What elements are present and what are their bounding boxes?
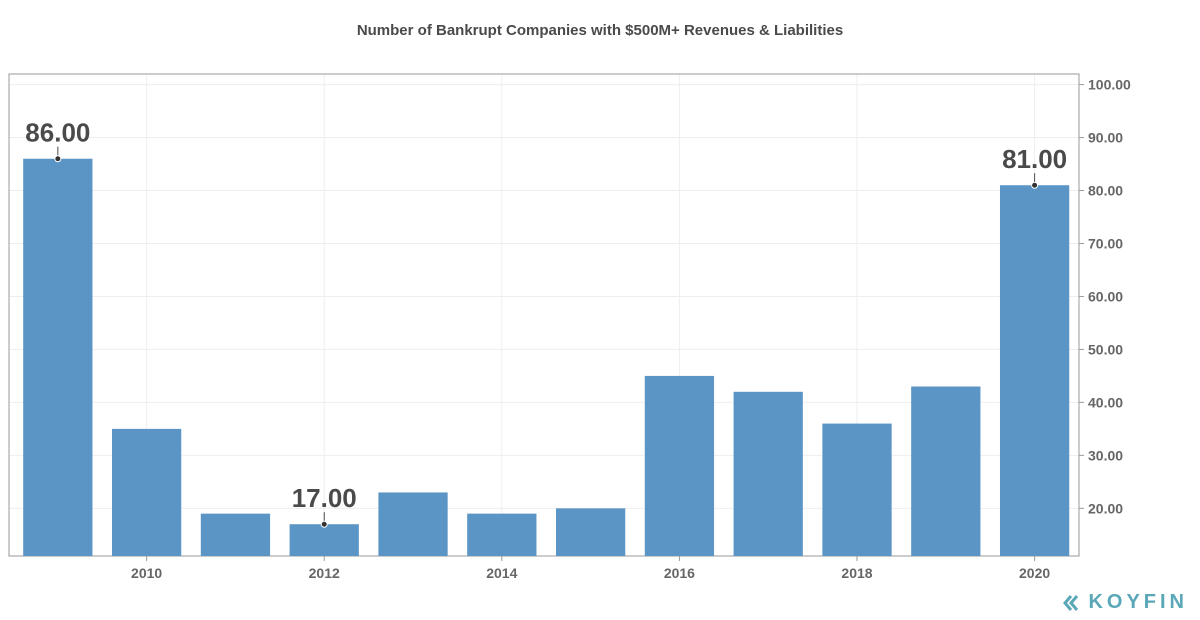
bar-2020[interactable] xyxy=(999,185,1070,556)
y-tick-label: 20.00 xyxy=(1088,500,1123,516)
y-tick-label: 70.00 xyxy=(1088,235,1123,251)
data-label-marker xyxy=(1031,181,1039,189)
x-axis: 2010 2012 2014 2016 2018 2020 xyxy=(131,556,1050,581)
x-tick-label: 2020 xyxy=(1019,565,1050,581)
bar-2010[interactable] xyxy=(112,428,182,556)
data-label: 17.00 xyxy=(292,483,357,513)
y-tick-label: 40.00 xyxy=(1088,394,1123,410)
x-tick-label: 2016 xyxy=(664,565,695,581)
y-tick-label: 60.00 xyxy=(1088,288,1123,304)
chart-title: Number of Bankrupt Companies with $500M+… xyxy=(356,22,844,39)
y-tick-label: 50.00 xyxy=(1088,341,1123,357)
data-label-marker xyxy=(54,155,62,163)
grid-lines xyxy=(9,74,1079,556)
x-tick-label: 2010 xyxy=(131,565,162,581)
bars xyxy=(23,158,1070,556)
y-axis: 20.00 30.00 40.00 50.00 60.00 70.00 80.00 90.00… xyxy=(1079,77,1131,516)
koyfin-brand: KOYFIN xyxy=(1062,591,1188,614)
bar-2012[interactable] xyxy=(289,524,359,556)
data-label: 81.00 xyxy=(1002,144,1067,174)
x-tick-label: 2018 xyxy=(841,565,872,581)
bar-2016[interactable] xyxy=(644,375,715,556)
data-label-marker xyxy=(320,520,328,528)
bar-2014[interactable] xyxy=(467,513,537,556)
bar-2017[interactable] xyxy=(733,391,803,556)
brand-name: KOYFIN xyxy=(1088,591,1188,613)
bar-2019[interactable] xyxy=(911,386,981,556)
data-label: 86.00 xyxy=(25,118,90,148)
y-tick-label: 90.00 xyxy=(1088,130,1123,146)
bar-2013[interactable] xyxy=(378,492,448,556)
bar-2011[interactable] xyxy=(200,513,271,556)
bar-2015[interactable] xyxy=(555,508,626,556)
bar-2009[interactable] xyxy=(23,158,93,556)
x-tick-label: 2014 xyxy=(486,565,517,581)
y-tick-label: 30.00 xyxy=(1088,447,1123,463)
x-tick-label: 2012 xyxy=(309,565,340,581)
y-tick-label: 100.00 xyxy=(1088,77,1131,93)
bar-2018[interactable] xyxy=(822,423,892,556)
plot-frame xyxy=(8,73,1080,557)
y-tick-label: 80.00 xyxy=(1088,183,1123,199)
data-labels: 86.00 17.00 81.00 xyxy=(25,118,1067,528)
koyfin-logo-icon xyxy=(1063,594,1079,611)
